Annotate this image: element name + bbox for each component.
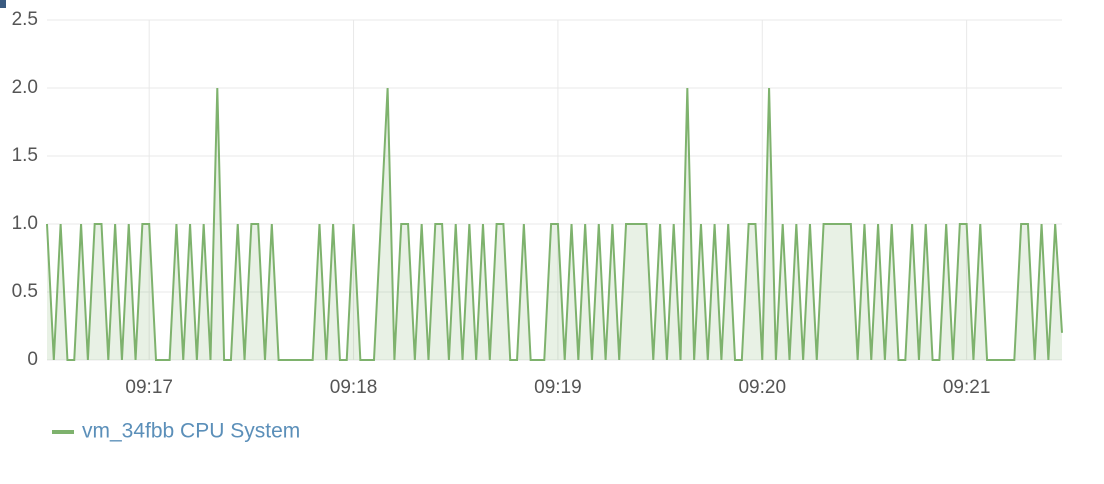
panel-corner [0, 0, 6, 8]
x-tick-label: 09:19 [534, 377, 582, 398]
x-tick-label: 09:17 [125, 377, 173, 398]
y-tick-label: 0 [27, 349, 38, 370]
y-tick-label: 1.0 [12, 213, 38, 234]
x-tick-label: 09:18 [330, 377, 378, 398]
x-tick-label: 09:20 [738, 377, 786, 398]
y-tick-label: 2.5 [12, 9, 38, 30]
legend-label: vm_34fbb CPU System [82, 420, 300, 443]
y-tick-label: 0.5 [12, 281, 38, 302]
x-tick-label: 09:21 [943, 377, 991, 398]
series-line [46, 87, 1063, 361]
y-tick-label: 2.0 [12, 77, 38, 98]
y-tick-label: 1.5 [12, 145, 38, 166]
